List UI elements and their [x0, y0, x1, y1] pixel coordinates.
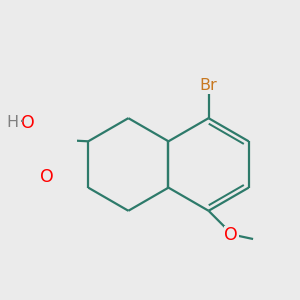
Text: O: O — [21, 113, 34, 131]
Text: Br: Br — [200, 78, 218, 93]
Text: H: H — [6, 115, 18, 130]
Text: ·: · — [20, 113, 25, 132]
Text: O: O — [40, 168, 54, 186]
Text: O: O — [224, 226, 238, 244]
